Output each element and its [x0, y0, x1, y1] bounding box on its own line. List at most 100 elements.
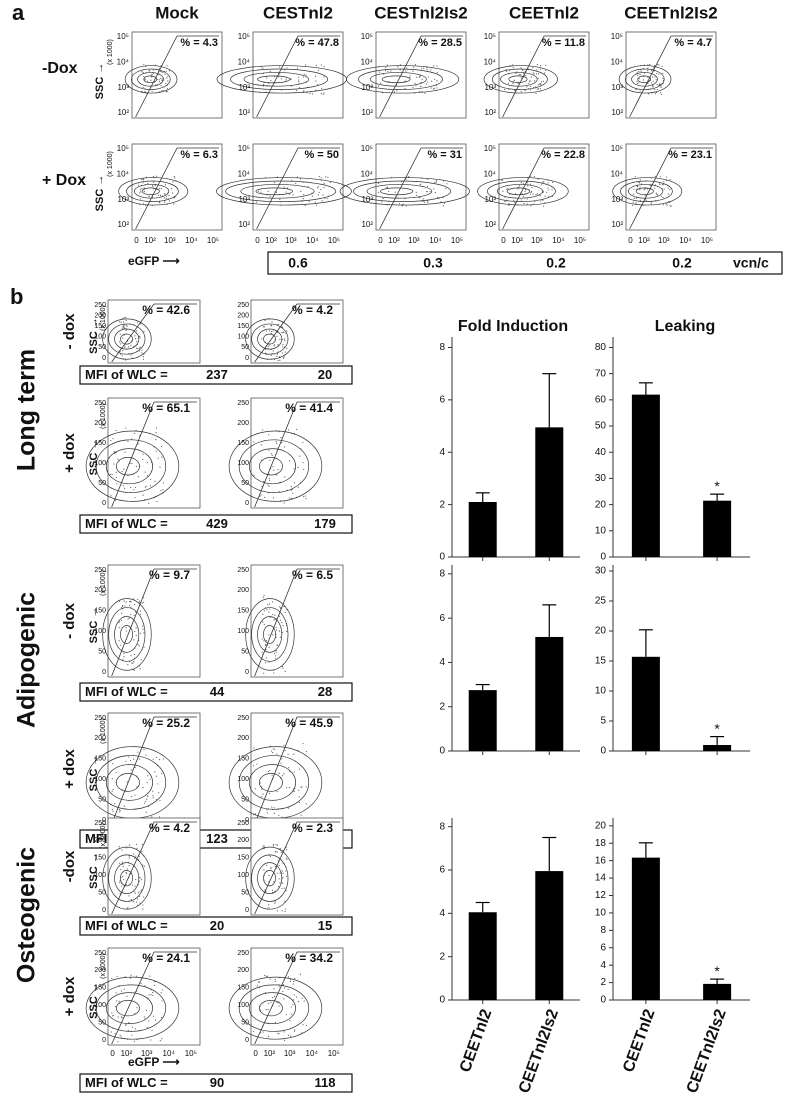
flow-dot — [154, 480, 156, 482]
flow-dot — [285, 857, 288, 859]
flow-dot — [159, 816, 161, 818]
flow-dot — [158, 759, 161, 761]
gate-percent: % = 25.2 — [142, 716, 190, 730]
flow-dot — [314, 201, 316, 203]
flow-dot — [266, 975, 268, 977]
flow-dot — [323, 186, 325, 189]
flow-dot — [662, 72, 664, 75]
flow-dot — [161, 78, 163, 80]
flow-dot — [120, 619, 123, 622]
flow-dot — [149, 478, 152, 481]
y-tick-label: 6 — [439, 394, 445, 405]
flow-dot — [427, 76, 429, 78]
flow-dot — [274, 1021, 277, 1024]
flow-dot — [527, 185, 529, 187]
flow-dot — [322, 194, 324, 196]
flow-dot — [143, 896, 145, 898]
flow-dot — [159, 1040, 161, 1042]
x-tick-label: 10⁵ — [328, 236, 340, 245]
flow-dot — [121, 885, 123, 887]
flow-dot — [302, 441, 304, 444]
flow-dot — [145, 811, 147, 813]
flow-dot — [139, 610, 142, 612]
flow-dot — [118, 846, 120, 848]
flow-dot — [505, 70, 507, 72]
flow-dot — [656, 72, 658, 75]
flow-dot — [279, 872, 281, 875]
flow-dot — [281, 882, 284, 884]
flow-dot — [283, 887, 286, 889]
flow-dot — [317, 186, 319, 188]
flow-dot — [152, 176, 155, 178]
flow-dot — [260, 796, 262, 798]
gate-percent: % = 6.5 — [292, 568, 333, 582]
flow-dot — [138, 347, 141, 349]
mfi-value: 20 — [318, 367, 332, 382]
flow-dot — [137, 643, 139, 646]
flow-dot — [269, 70, 271, 72]
flow-dot — [137, 598, 139, 600]
flow-dot — [517, 188, 519, 190]
flow-dot — [537, 73, 539, 75]
flow-dot — [142, 358, 145, 360]
flow-dot — [142, 908, 144, 910]
flow-dot — [109, 473, 112, 475]
flow-dot — [660, 195, 662, 197]
flow-dot — [259, 782, 261, 784]
flow-dot — [134, 1028, 136, 1030]
y-tick-label: 10² — [611, 220, 623, 229]
flow-dot — [134, 486, 137, 489]
flow-dot — [125, 319, 127, 322]
flow-dot — [261, 338, 263, 340]
y-tick-label: 250 — [94, 302, 106, 309]
flow-dot — [137, 443, 139, 445]
x-tick-label: 10⁵ — [207, 236, 219, 245]
flow-dot — [278, 630, 281, 632]
flow-contour — [369, 72, 427, 87]
y-axis-unit: (x 1000) — [100, 305, 107, 331]
y-tick-label: 150 — [94, 608, 106, 615]
flow-dot — [292, 492, 294, 494]
flow-dot — [518, 74, 520, 76]
flow-dot — [122, 866, 124, 868]
flow-dot — [303, 90, 305, 92]
flow-dot — [152, 758, 154, 760]
flow-dot — [529, 89, 532, 91]
flow-dot — [315, 204, 318, 206]
flow-dot — [111, 1012, 113, 1014]
flow-contour — [238, 755, 310, 810]
flow-dot — [131, 357, 133, 359]
gate-percent: % = 23.1 — [668, 149, 712, 161]
flow-dot — [119, 881, 121, 884]
flow-dot — [282, 667, 284, 669]
gate-line — [254, 303, 298, 363]
flow-dot — [504, 200, 506, 203]
flow-dot — [168, 200, 171, 202]
flow-dot — [385, 67, 387, 69]
flow-dot — [404, 80, 406, 82]
mfi-box — [79, 682, 353, 702]
flow-dot — [146, 461, 148, 464]
flow-dot — [155, 798, 157, 801]
flow-plot-frame — [107, 712, 201, 826]
flow-dot — [282, 625, 284, 627]
flow-contour — [248, 992, 296, 1025]
flow-dot — [526, 203, 528, 205]
flow-dot — [406, 67, 408, 69]
flow-dot — [161, 1000, 163, 1002]
flow-dot — [256, 985, 259, 987]
flow-dot — [430, 69, 432, 71]
flow-dot — [294, 977, 296, 980]
flow-dot — [152, 992, 154, 994]
flow-dot — [118, 627, 120, 629]
flow-dot — [262, 429, 264, 431]
flow-dot — [276, 353, 278, 355]
flow-dot — [264, 319, 266, 322]
y-tick-label: 10⁵ — [611, 144, 623, 153]
flow-dot — [669, 205, 671, 207]
flow-dot — [427, 81, 429, 83]
flow-dot — [276, 335, 278, 337]
y-tick-label: 200 — [237, 837, 249, 844]
flow-dot — [139, 890, 141, 892]
flow-dot — [143, 63, 145, 65]
